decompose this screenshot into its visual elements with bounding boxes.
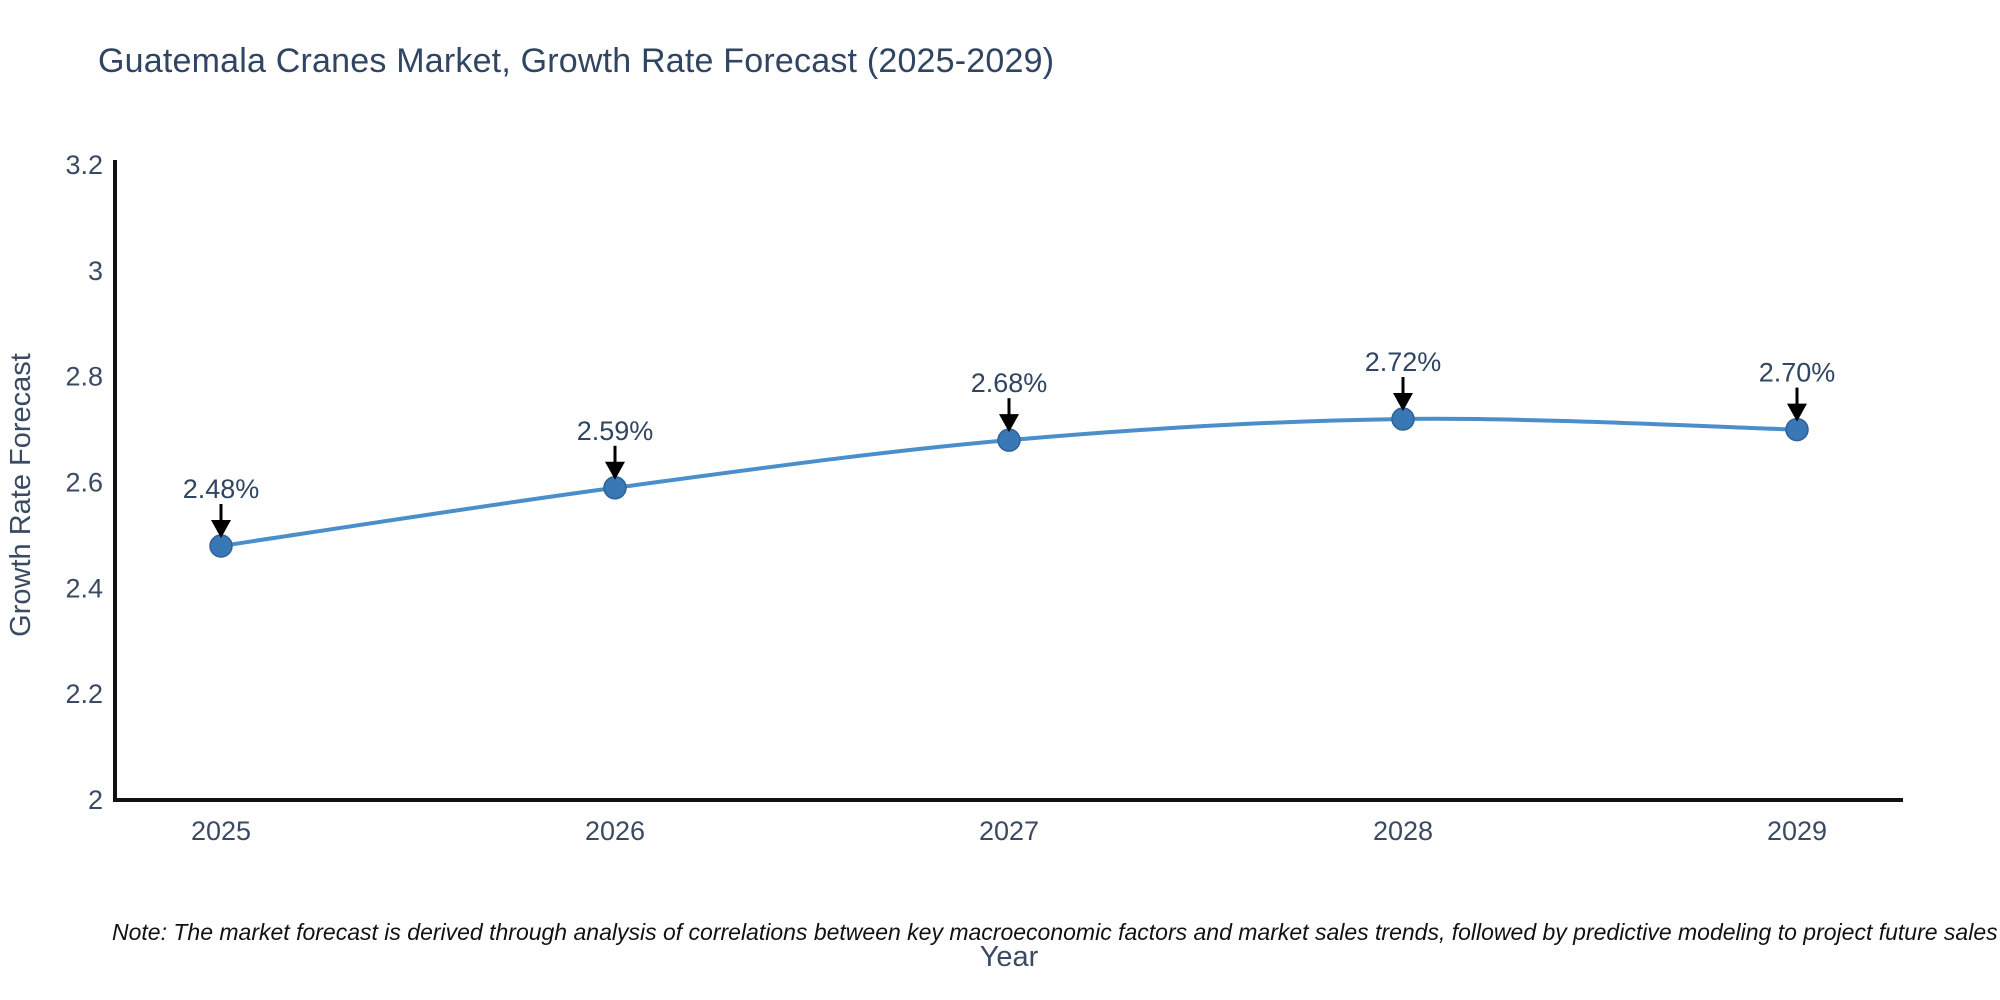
x-tick-label: 2025 bbox=[191, 816, 251, 846]
forecast-series bbox=[209, 407, 1809, 558]
annotation-arrow-head bbox=[211, 520, 231, 538]
point-annotations: 2.48% 2.59% 2.68% 2.72% 2.70% bbox=[183, 347, 1836, 538]
y-tick-label: 2.4 bbox=[65, 573, 103, 603]
y-tick-label: 2 bbox=[88, 785, 103, 815]
y-tick-label: 3.2 bbox=[65, 150, 103, 180]
y-tick-label: 2.8 bbox=[65, 362, 103, 392]
x-axis-label: Year bbox=[980, 941, 1039, 973]
x-tick-label: 2026 bbox=[585, 816, 645, 846]
data-point-marker bbox=[1785, 417, 1809, 442]
chart-note: Note: The market forecast is derived thr… bbox=[112, 919, 1998, 945]
data-point-marker bbox=[1391, 407, 1415, 431]
x-tick-label: 2028 bbox=[1373, 816, 1433, 846]
y-tick-label: 2.2 bbox=[65, 679, 103, 709]
y-tick-label: 3 bbox=[88, 256, 103, 286]
annotation-arrow-head bbox=[1787, 403, 1807, 422]
point-annotation-label: 2.48% bbox=[183, 474, 260, 504]
y-tick-label: 2.6 bbox=[65, 468, 103, 498]
point-annotation-label: 2.72% bbox=[1365, 347, 1442, 377]
annotation-arrow-head bbox=[1393, 393, 1413, 411]
data-point-marker bbox=[209, 534, 233, 558]
point-annotation-label: 2.70% bbox=[1759, 358, 1836, 388]
y-axis-label: Growth Rate Forecast bbox=[5, 353, 37, 637]
data-point-marker bbox=[603, 476, 627, 500]
point-annotation-label: 2.59% bbox=[577, 416, 654, 446]
point-annotation-label: 2.68% bbox=[971, 368, 1048, 398]
x-axis-tick-labels: 2025 2026 2027 2028 2029 bbox=[191, 816, 1827, 846]
x-tick-label: 2027 bbox=[979, 816, 1039, 846]
annotation-arrow-head bbox=[605, 461, 625, 480]
page-title: Guatemala Cranes Market, Growth Rate For… bbox=[98, 42, 1055, 80]
y-axis-tick-labels: 2 2.2 2.4 2.6 2.8 3 3.2 bbox=[65, 150, 103, 815]
data-point-marker bbox=[997, 428, 1021, 452]
x-tick-label: 2029 bbox=[1767, 816, 1827, 846]
annotation-arrow-head bbox=[999, 414, 1019, 433]
